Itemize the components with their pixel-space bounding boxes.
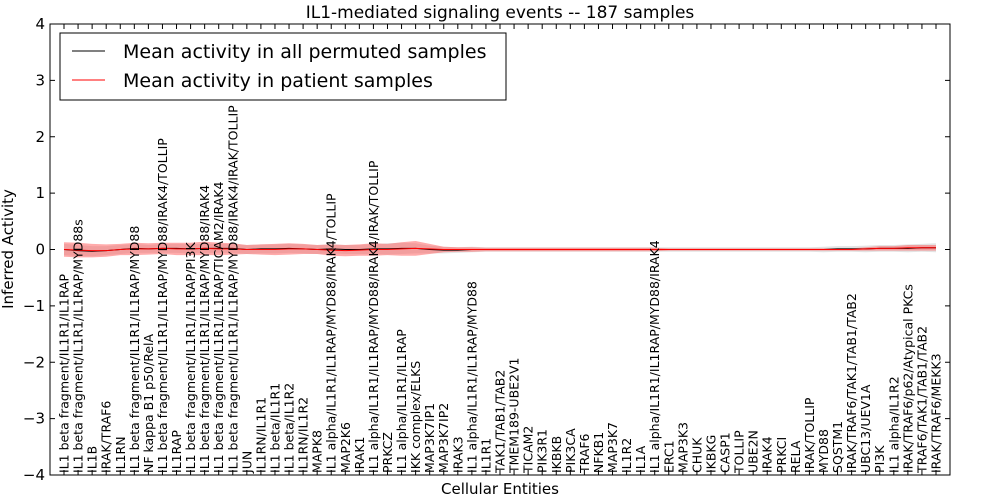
x-category-label: IL1 beta/IL1R2 (282, 383, 297, 473)
x-category-label: IL1B (85, 446, 100, 473)
legend-label-patient: Mean activity in patient samples (123, 70, 433, 92)
x-category-label: CHUK (689, 437, 704, 473)
x-category-label: MAP2K6 (338, 422, 353, 473)
x-category-label: IL1RN (113, 436, 128, 473)
x-category-label: PRKCZ (380, 432, 395, 473)
x-category-label: IL1RN/IL1R1 (253, 397, 268, 473)
x-category-label: TICAM2 (521, 426, 536, 474)
x-category-label: IL1 beta fragment/IL1R1/IL1RAP/MYD88 (127, 226, 142, 473)
y-tick-label: 0 (35, 241, 45, 259)
y-axis-label: Inferred Activity (0, 189, 17, 309)
x-category-label: TAK1/TAB1/TAB2 (493, 370, 508, 474)
x-category-label: IL1 beta fragment/IL1R1/IL1RAP/MYD88/IRA… (155, 138, 170, 473)
x-category-label: IL1 beta fragment/IL1R1/IL1RAP/MYD88/IRA… (225, 105, 240, 473)
x-category-label: IKK complex/ELKS (408, 361, 423, 473)
legend-label-permuted: Mean activity in all permuted samples (123, 41, 486, 63)
x-category-label: IL1 beta/IL1R1 (268, 383, 283, 473)
x-category-label: TRAF6 (577, 433, 592, 474)
y-tick-label: −4 (23, 466, 45, 484)
x-category-label: UBC13/UEV1A (858, 384, 873, 473)
x-category-label: PRKCI (774, 437, 789, 473)
legend: Mean activity in all permuted samples Me… (59, 32, 507, 101)
x-category-label: TMEM189-UBE2V1 (507, 357, 522, 474)
x-category-label: IL1 beta fragment/IL1R1/IL1RAP/PI3K (183, 242, 198, 473)
x-category-label: IL1R2 (619, 438, 634, 473)
x-category-label: ERC1 (661, 440, 676, 473)
x-category-label: IRAK/TRAF6/MEKK3 (929, 353, 944, 473)
x-category-label: IL1 alpha/IL1R1/IL1RAP (394, 329, 409, 473)
y-tick-label: −1 (23, 297, 45, 315)
x-category-label: IRAK/TRAF6 (99, 401, 114, 473)
x-category-label: MAP3K7IP2 (436, 403, 451, 473)
x-category-label: IRAK/TRAF6/TAK1/TAB1/TAB2 (844, 293, 859, 473)
x-category-label: MYD88 (816, 429, 831, 473)
x-axis-label: Cellular Entities (441, 480, 559, 498)
x-category-label: IL1 beta fragment/IL1R1/IL1RAP/TICAM2/IR… (211, 182, 226, 473)
y-axis-ticks: −4 −3 −2 −1 0 1 2 3 4 (23, 15, 950, 484)
x-category-label: IL1 beta fragment/IL1R1/IL1RAP/MYD88/IRA… (197, 185, 212, 473)
x-category-label: IL1A (633, 445, 648, 473)
y-tick-label: 2 (35, 128, 45, 146)
legend-box (59, 32, 507, 101)
x-category-label: MAP3K3 (675, 422, 690, 473)
x-category-label: IRAK/TOLLIP (802, 397, 817, 473)
x-category-label: IRAK3 (450, 436, 465, 473)
y-tick-label: 4 (35, 15, 45, 33)
x-category-label: IL1RN/IL1R2 (296, 397, 311, 473)
y-tick-label: 3 (35, 71, 45, 89)
x-axis-category-labels: IL1 beta fragment/IL1R1/IL1RAP IL1 beta f… (57, 24, 944, 475)
x-category-label: IL1 alpha/IL1R1/IL1RAP/MYD88/IRAK4/TOLLI… (324, 193, 339, 473)
x-category-label: IL1 alpha/IL1R1/IL1RAP/MYD88/IRAK4 (647, 240, 662, 473)
x-category-label: IKBKG (704, 435, 719, 473)
x-category-label: MAP3K7IP1 (422, 403, 437, 473)
x-category-label: MAP3K7 (605, 422, 620, 473)
x-category-label: IRAK1 (352, 436, 367, 473)
x-category-label: SQSTM1 (830, 421, 845, 473)
x-category-label: RELA (788, 440, 803, 473)
x-category-label: IL1 beta fragment/IL1R1/IL1RAP (57, 273, 72, 473)
x-category-label: PIK3CA (563, 428, 578, 473)
x-category-label: MAPK8 (310, 430, 325, 473)
x-category-label: PI3K (872, 445, 887, 473)
x-category-label: IL1 beta fragment/IL1R1/IL1RAP/MYD88s (71, 219, 86, 473)
x-category-label: IRAK4 (760, 436, 775, 473)
x-category-label: NF kappa B1 p50/RelA (141, 333, 156, 473)
x-category-label: NFKB1 (591, 432, 606, 473)
series-lines (63, 247, 937, 252)
x-category-label: IL1R1 (478, 438, 493, 473)
x-category-label: JUN (239, 451, 254, 474)
x-category-label: PIK3R1 (535, 429, 550, 473)
x-category-label: IL1RAP (169, 430, 184, 473)
chart-title: IL1-mediated signaling events -- 187 sam… (306, 3, 695, 23)
y-tick-label: −3 (23, 410, 45, 428)
x-category-label: IL1 alpha/IL1R2 (886, 376, 901, 473)
x-category-label: TOLLIP (732, 430, 747, 474)
x-category-label: UBE2N (746, 430, 761, 473)
x-category-label: TRAF6/TAK1/TAB1/TAB2 (914, 326, 929, 474)
y-tick-label: −2 (23, 353, 45, 371)
x-category-label: IKBKB (549, 436, 564, 473)
x-category-label: IL1 alpha/IL1R1/IL1RAP/MYD88 (464, 281, 479, 473)
x-category-label: IL1 alpha/IL1R1/IL1RAP/MYD88/IRAK4/IRAK/… (366, 160, 381, 473)
x-category-label: CASP1 (718, 432, 733, 473)
x-category-label: IRAK/TRAF6/p62/Atypical PKCs (900, 284, 915, 473)
y-tick-label: 1 (35, 184, 45, 202)
